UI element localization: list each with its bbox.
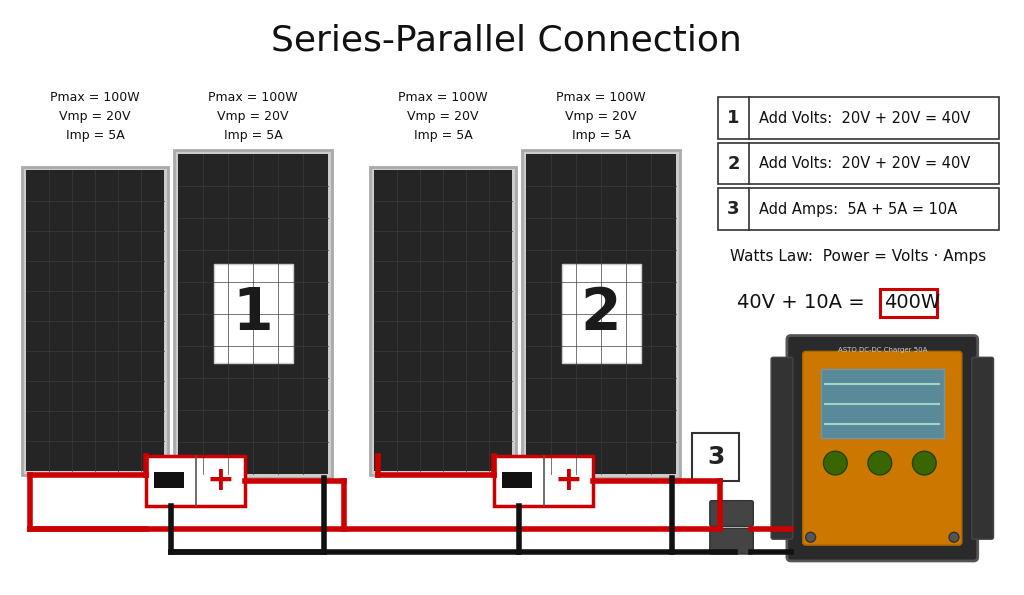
Text: Pmax = 100W
Vmp = 20V
Imp = 5A: Pmax = 100W Vmp = 20V Imp = 5A (398, 91, 487, 142)
Text: 40V + 10A =: 40V + 10A = (737, 293, 871, 312)
Text: Pmax = 100W
Vmp = 20V
Imp = 5A: Pmax = 100W Vmp = 20V Imp = 5A (50, 91, 139, 142)
Text: +: + (554, 464, 583, 497)
FancyBboxPatch shape (178, 154, 329, 474)
Circle shape (912, 451, 936, 475)
FancyBboxPatch shape (972, 358, 993, 539)
FancyBboxPatch shape (718, 143, 999, 184)
FancyBboxPatch shape (214, 264, 293, 363)
FancyBboxPatch shape (146, 456, 245, 506)
Circle shape (823, 451, 847, 475)
Text: +: + (207, 464, 234, 497)
Text: Pmax = 100W
Vmp = 20V
Imp = 5A: Pmax = 100W Vmp = 20V Imp = 5A (208, 91, 298, 142)
Text: 2: 2 (727, 155, 739, 173)
FancyBboxPatch shape (495, 456, 593, 506)
Circle shape (806, 533, 815, 542)
Text: 1: 1 (727, 109, 739, 127)
Text: Pmax = 100W
Vmp = 20V
Imp = 5A: Pmax = 100W Vmp = 20V Imp = 5A (556, 91, 646, 142)
FancyBboxPatch shape (786, 336, 978, 561)
FancyBboxPatch shape (692, 433, 739, 481)
FancyBboxPatch shape (820, 369, 944, 439)
Text: Add Amps:  5A + 5A = 10A: Add Amps: 5A + 5A = 10A (759, 202, 957, 217)
Bar (502, 472, 531, 488)
FancyBboxPatch shape (803, 352, 962, 545)
FancyBboxPatch shape (710, 500, 754, 527)
FancyBboxPatch shape (710, 528, 754, 554)
Bar (155, 472, 184, 488)
Text: Watts Law:  Power = Volts · Amps: Watts Law: Power = Volts · Amps (730, 249, 987, 264)
Text: 3: 3 (707, 445, 724, 469)
FancyBboxPatch shape (718, 188, 999, 230)
FancyBboxPatch shape (26, 171, 164, 471)
Circle shape (868, 451, 892, 475)
Text: Add Volts:  20V + 20V = 40V: Add Volts: 20V + 20V = 40V (759, 111, 971, 126)
Text: Series-Parallel Connection: Series-Parallel Connection (270, 24, 741, 58)
FancyBboxPatch shape (771, 358, 793, 539)
Circle shape (949, 533, 958, 542)
Text: ASTO DC-DC Charger 50A: ASTO DC-DC Charger 50A (838, 347, 927, 353)
FancyBboxPatch shape (374, 171, 512, 471)
FancyBboxPatch shape (370, 167, 516, 475)
FancyBboxPatch shape (522, 150, 680, 478)
FancyBboxPatch shape (561, 264, 641, 363)
FancyBboxPatch shape (22, 167, 168, 475)
Text: 400W: 400W (884, 293, 940, 312)
FancyBboxPatch shape (526, 154, 676, 474)
Text: 3: 3 (727, 200, 739, 218)
FancyBboxPatch shape (174, 150, 332, 478)
FancyBboxPatch shape (718, 98, 999, 139)
Text: 2: 2 (581, 286, 622, 342)
Text: 1: 1 (232, 286, 273, 342)
Text: Add Volts:  20V + 20V = 40V: Add Volts: 20V + 20V = 40V (759, 156, 971, 171)
